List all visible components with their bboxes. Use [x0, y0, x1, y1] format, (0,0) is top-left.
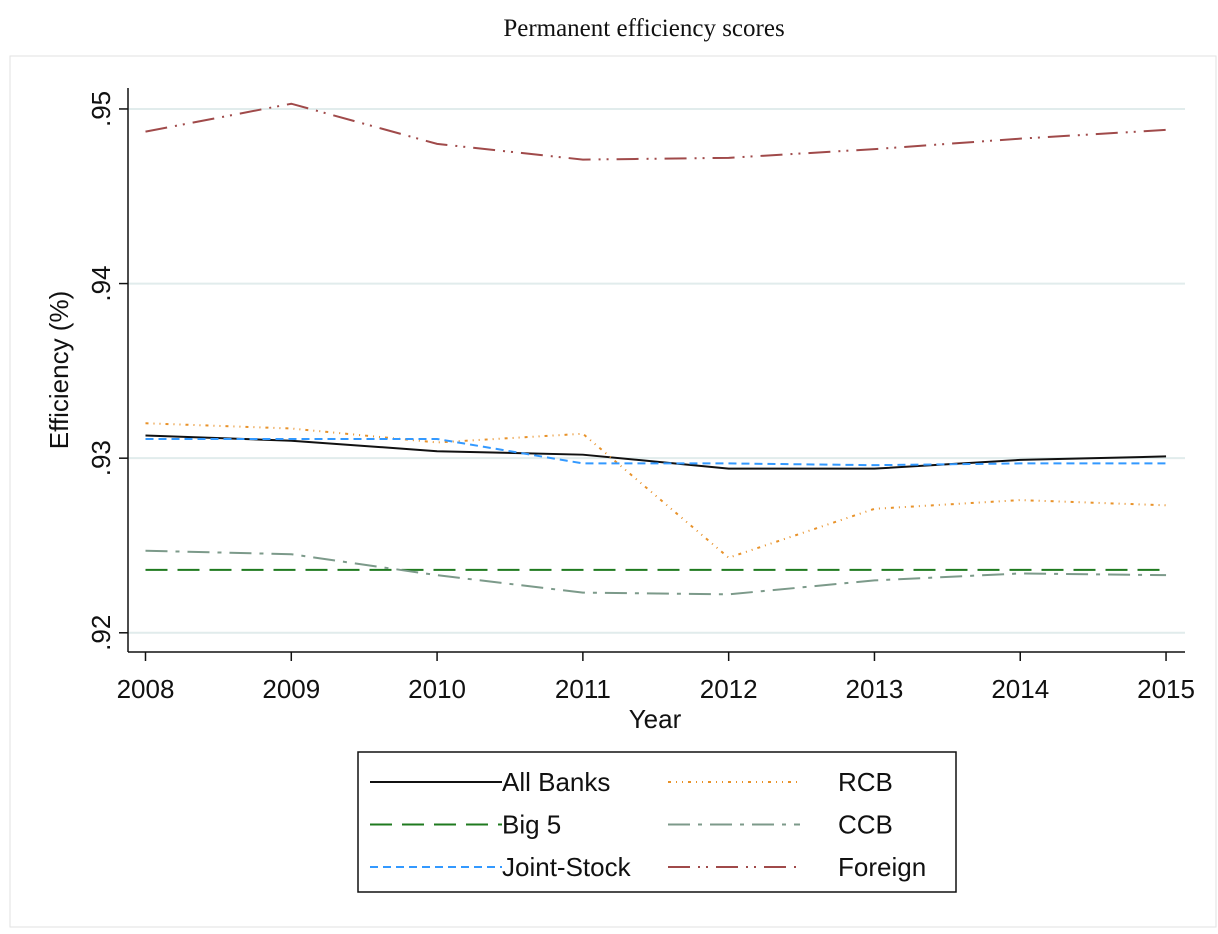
x-tick-label: 2013: [846, 674, 904, 704]
x-tick-label: 2012: [700, 674, 758, 704]
y-tick-label: .92: [86, 615, 116, 651]
series-line: [145, 422, 1167, 559]
legend-label: All Banks: [502, 767, 610, 797]
y-tick-label: .95: [86, 91, 116, 127]
x-tick-label: 2009: [262, 674, 320, 704]
legend-label: Joint-Stock: [502, 852, 632, 882]
legend-label: Foreign: [838, 852, 926, 882]
series-line: [145, 102, 1167, 161]
x-tick-label: 2014: [991, 674, 1049, 704]
x-tick-label: 2011: [555, 674, 611, 704]
y-axis-label: Efficiency (%): [44, 291, 74, 449]
x-axis-label: Year: [629, 704, 682, 734]
series-line: [145, 434, 1167, 470]
legend-box: [357, 751, 957, 893]
series-line: [145, 437, 1167, 467]
y-tick-label: .94: [86, 265, 116, 301]
x-tick-label: 2010: [408, 674, 466, 704]
legend-label: CCB: [838, 810, 893, 840]
chart-title: Permanent efficiency scores: [503, 15, 784, 42]
legend-label: RCB: [838, 767, 893, 797]
series-line: [145, 549, 1167, 596]
y-tick-label: .93: [86, 440, 116, 476]
x-tick-label: 2008: [117, 674, 175, 704]
legend-label: Big 5: [502, 810, 561, 840]
x-tick-label: 2015: [1137, 674, 1195, 704]
